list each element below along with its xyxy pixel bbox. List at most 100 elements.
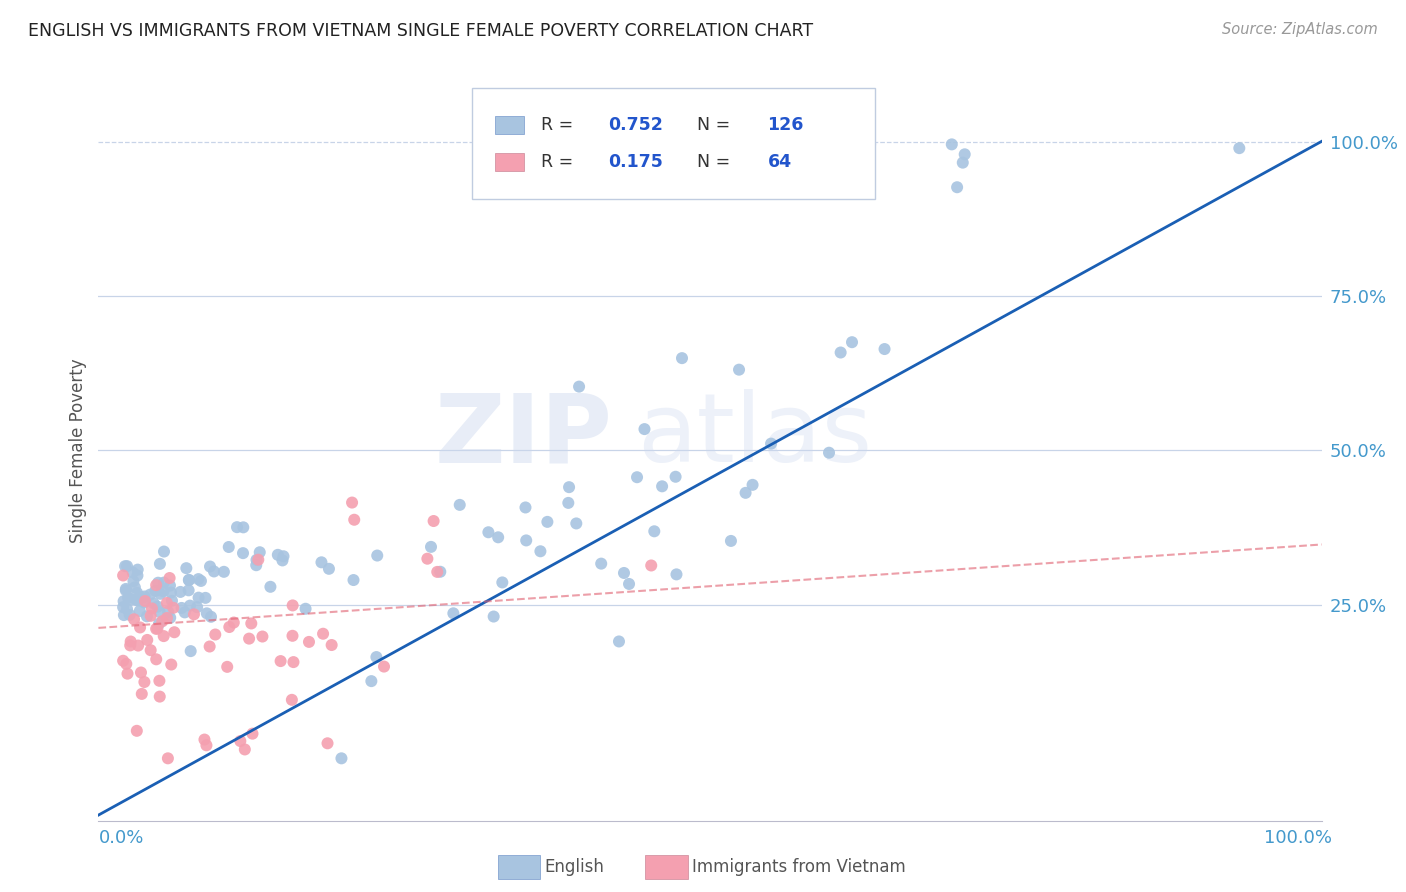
Point bbox=[245, 553, 267, 567]
Point bbox=[195, 739, 218, 753]
Point bbox=[177, 573, 200, 587]
Point bbox=[153, 575, 176, 590]
Text: Source: ZipAtlas.com: Source: ZipAtlas.com bbox=[1222, 22, 1378, 37]
Point bbox=[120, 634, 142, 648]
Point bbox=[143, 583, 166, 598]
Point bbox=[232, 546, 254, 560]
Point bbox=[515, 533, 537, 548]
Point bbox=[416, 551, 439, 566]
Point bbox=[222, 615, 245, 630]
Point bbox=[200, 609, 222, 624]
Point bbox=[128, 590, 150, 604]
Point bbox=[183, 607, 205, 622]
Point bbox=[159, 610, 181, 624]
Point bbox=[373, 659, 395, 673]
Point bbox=[558, 480, 581, 494]
Point bbox=[491, 575, 513, 590]
Point bbox=[804, 169, 827, 184]
Point bbox=[252, 630, 274, 644]
Point bbox=[312, 626, 335, 640]
Point bbox=[173, 606, 195, 620]
Point bbox=[283, 655, 305, 669]
Point bbox=[633, 422, 655, 436]
Text: English: English bbox=[544, 858, 605, 876]
Point bbox=[728, 362, 751, 376]
Point bbox=[198, 640, 221, 654]
Point bbox=[830, 345, 852, 359]
Point bbox=[247, 552, 270, 566]
Point bbox=[340, 495, 363, 509]
Point bbox=[273, 549, 295, 564]
Point bbox=[160, 585, 183, 599]
Point bbox=[734, 486, 756, 500]
Text: N =: N = bbox=[686, 153, 735, 170]
Point bbox=[122, 574, 145, 589]
Point bbox=[190, 574, 212, 588]
Point bbox=[127, 563, 149, 577]
Point bbox=[134, 590, 156, 604]
Point bbox=[127, 593, 149, 607]
Point bbox=[187, 572, 209, 586]
Point bbox=[148, 616, 170, 631]
Point bbox=[115, 559, 138, 574]
Point bbox=[536, 515, 558, 529]
Point bbox=[259, 580, 281, 594]
Point bbox=[316, 736, 339, 750]
Point bbox=[146, 599, 169, 614]
Point bbox=[218, 540, 240, 554]
Point bbox=[149, 605, 172, 619]
Point bbox=[294, 601, 316, 615]
Point bbox=[529, 544, 551, 558]
Point bbox=[160, 593, 183, 607]
Point bbox=[245, 558, 267, 573]
Point bbox=[180, 644, 202, 658]
Point bbox=[318, 562, 340, 576]
Point bbox=[281, 693, 304, 707]
Point bbox=[557, 496, 579, 510]
Point bbox=[127, 586, 149, 600]
Point bbox=[1227, 141, 1250, 155]
Point bbox=[238, 632, 260, 646]
Point bbox=[946, 180, 969, 194]
Point bbox=[766, 141, 789, 155]
Point bbox=[177, 573, 200, 587]
Point bbox=[193, 732, 215, 747]
Point bbox=[148, 673, 170, 688]
Point bbox=[429, 565, 451, 579]
Point bbox=[129, 665, 152, 680]
Point bbox=[226, 520, 249, 534]
Point bbox=[115, 582, 138, 596]
Point bbox=[198, 559, 221, 574]
Point bbox=[159, 571, 181, 585]
Point bbox=[281, 629, 304, 643]
Point bbox=[482, 609, 505, 624]
Point bbox=[486, 530, 509, 544]
Point bbox=[477, 525, 499, 540]
Point bbox=[129, 620, 152, 634]
Point bbox=[150, 614, 173, 628]
Point bbox=[202, 565, 225, 579]
Text: ZIP: ZIP bbox=[434, 389, 612, 483]
Point bbox=[152, 629, 174, 643]
Point bbox=[759, 436, 782, 450]
Point bbox=[112, 654, 135, 668]
Point bbox=[873, 342, 896, 356]
Point bbox=[321, 638, 343, 652]
Point bbox=[426, 565, 449, 579]
Point bbox=[135, 609, 157, 624]
Point bbox=[117, 666, 139, 681]
Point bbox=[360, 674, 382, 689]
Point bbox=[134, 675, 156, 690]
Point bbox=[249, 545, 271, 559]
Point bbox=[665, 469, 688, 483]
Point bbox=[298, 635, 321, 649]
Point bbox=[170, 601, 193, 615]
Point bbox=[121, 566, 143, 580]
Point bbox=[157, 605, 180, 619]
Point bbox=[118, 607, 141, 622]
Point bbox=[194, 591, 217, 605]
Point bbox=[145, 578, 167, 592]
Point bbox=[330, 751, 353, 765]
Point bbox=[720, 533, 742, 548]
FancyBboxPatch shape bbox=[495, 116, 524, 134]
